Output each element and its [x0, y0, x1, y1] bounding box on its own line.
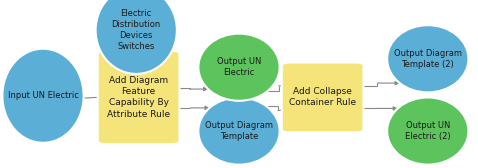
Text: Output Diagram
Template (2): Output Diagram Template (2) [394, 49, 462, 69]
Ellipse shape [387, 25, 468, 92]
Ellipse shape [198, 34, 280, 101]
Ellipse shape [387, 97, 468, 165]
Text: Output Diagram
Template: Output Diagram Template [205, 121, 273, 141]
Ellipse shape [96, 0, 177, 74]
Text: Input UN Electric: Input UN Electric [8, 91, 78, 100]
FancyBboxPatch shape [282, 62, 363, 132]
Text: Add Diagram
Feature
Capability By
Attribute Rule: Add Diagram Feature Capability By Attrib… [107, 76, 170, 119]
Text: Output UN
Electric: Output UN Electric [217, 57, 261, 77]
Text: Output UN
Electric (2): Output UN Electric (2) [405, 121, 451, 141]
FancyBboxPatch shape [98, 51, 180, 144]
Text: Electric
Distribution
Devices
Switches: Electric Distribution Devices Switches [111, 9, 161, 51]
Ellipse shape [198, 97, 280, 165]
Text: Add Collapse
Container Rule: Add Collapse Container Rule [289, 87, 356, 108]
Ellipse shape [2, 49, 84, 143]
